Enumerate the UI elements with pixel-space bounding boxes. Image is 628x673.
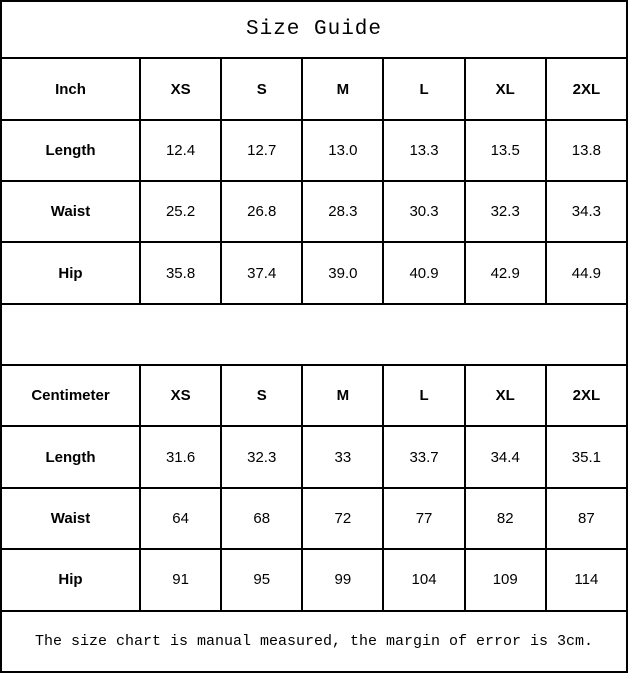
size-value-cell: 26.8 [220,180,304,244]
size-value-cell: 25.2 [138,180,223,244]
spacer-row [0,302,628,367]
size-value-cell: 28.3 [301,180,385,244]
footer-row: The size chart is manual measured, the m… [0,609,628,673]
footer-note: The size chart is manual measured, the m… [0,609,628,673]
cm-header-row: Centimeter XS S M L XL 2XL [0,364,628,428]
size-value-cell: 114 [544,548,628,612]
inch-header-row: Inch XS S M L XL 2XL [0,57,628,121]
inch-size-header-xs: XS [138,57,223,121]
page-title: Size Guide [0,0,628,60]
inch-hip-row: Hip 35.8 37.4 39.0 40.9 42.9 44.9 [0,241,628,305]
size-value-cell: 33 [301,425,385,489]
cm-size-header-2xl: 2XL [544,364,628,428]
size-value-cell: 35.1 [544,425,628,489]
spacer-cell [0,302,628,367]
size-value-cell: 109 [463,548,547,612]
cm-waist-row: Waist 64 68 72 77 82 87 [0,486,628,551]
inch-size-header-l: L [382,57,466,121]
inch-size-header-xl: XL [463,57,547,121]
cm-size-header-s: S [220,364,304,428]
cm-size-header-m: M [301,364,385,428]
inch-size-header-s: S [220,57,304,121]
size-value-cell: 82 [463,486,547,551]
size-value-cell: 99 [301,548,385,612]
size-value-cell: 91 [138,548,223,612]
cm-size-header-xl: XL [463,364,547,428]
size-value-cell: 95 [220,548,304,612]
size-value-cell: 13.5 [463,118,547,183]
measurement-label: Length [0,425,141,489]
cm-unit-label: Centimeter [0,364,141,428]
size-value-cell: 37.4 [220,241,304,305]
cm-hip-row: Hip 91 95 99 104 109 114 [0,548,628,612]
size-value-cell: 13.8 [544,118,628,183]
size-value-cell: 64 [138,486,223,551]
inch-length-row: Length 12.4 12.7 13.0 13.3 13.5 13.8 [0,118,628,183]
size-value-cell: 34.4 [463,425,547,489]
size-value-cell: 13.0 [301,118,385,183]
size-value-cell: 87 [544,486,628,551]
size-value-cell: 34.3 [544,180,628,244]
size-value-cell: 33.7 [382,425,466,489]
size-value-cell: 13.3 [382,118,466,183]
size-value-cell: 35.8 [138,241,223,305]
size-value-cell: 32.3 [220,425,304,489]
title-row: Size Guide [0,0,628,60]
size-value-cell: 39.0 [301,241,385,305]
cm-length-row: Length 31.6 32.3 33 33.7 34.4 35.1 [0,425,628,489]
measurement-label: Waist [0,180,141,244]
measurement-label: Waist [0,486,141,551]
size-value-cell: 30.3 [382,180,466,244]
measurement-label: Length [0,118,141,183]
size-value-cell: 32.3 [463,180,547,244]
measurement-label: Hip [0,241,141,305]
cm-size-header-l: L [382,364,466,428]
size-value-cell: 12.7 [220,118,304,183]
size-value-cell: 12.4 [138,118,223,183]
size-value-cell: 31.6 [138,425,223,489]
size-value-cell: 42.9 [463,241,547,305]
size-value-cell: 44.9 [544,241,628,305]
size-value-cell: 77 [382,486,466,551]
size-value-cell: 72 [301,486,385,551]
inch-size-header-2xl: 2XL [544,57,628,121]
inch-unit-label: Inch [0,57,141,121]
cm-size-header-xs: XS [138,364,223,428]
inch-waist-row: Waist 25.2 26.8 28.3 30.3 32.3 34.3 [0,180,628,244]
inch-size-header-m: M [301,57,385,121]
size-value-cell: 40.9 [382,241,466,305]
size-value-cell: 68 [220,486,304,551]
measurement-label: Hip [0,548,141,612]
size-value-cell: 104 [382,548,466,612]
